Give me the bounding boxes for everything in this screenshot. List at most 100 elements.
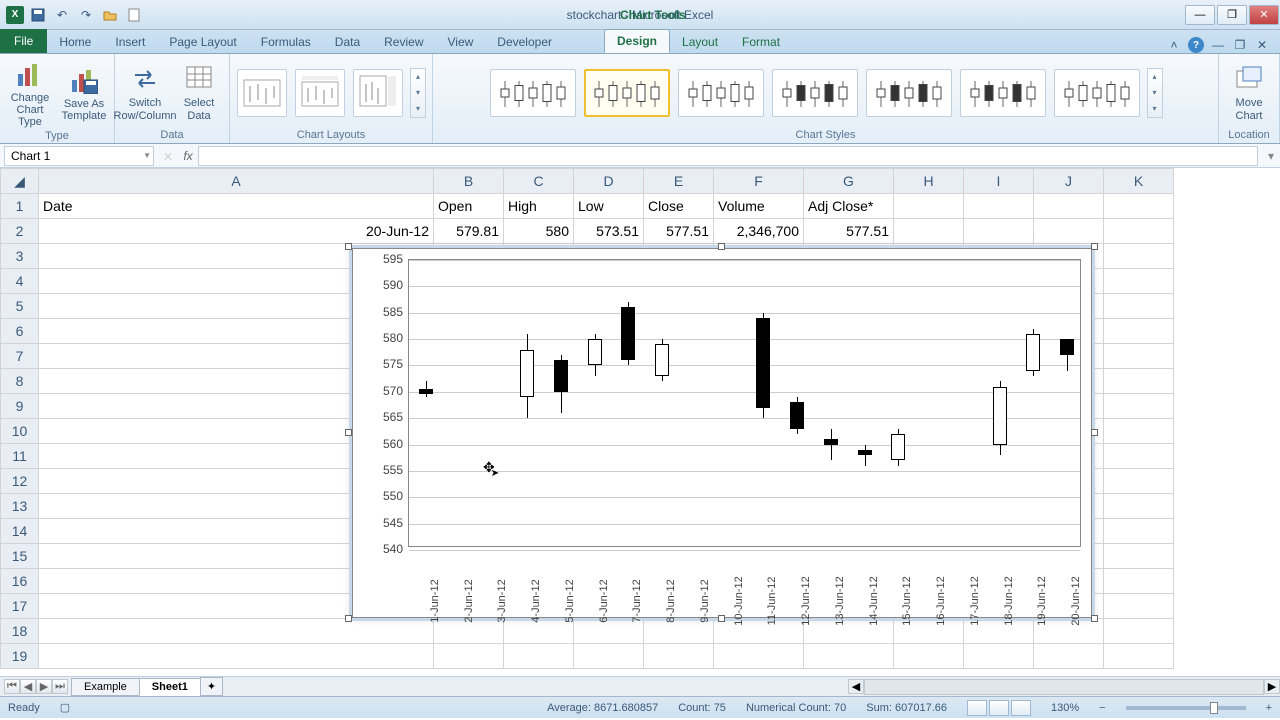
- selection-handle[interactable]: [718, 615, 725, 622]
- row-header[interactable]: 17: [1, 594, 39, 619]
- row-header[interactable]: 2: [1, 219, 39, 244]
- candlestick[interactable]: [824, 439, 838, 444]
- redo-icon[interactable]: ↷: [76, 5, 96, 25]
- row-header[interactable]: 5: [1, 294, 39, 319]
- cell[interactable]: High: [504, 194, 574, 219]
- cell[interactable]: [964, 219, 1034, 244]
- col-header[interactable]: D: [574, 169, 644, 194]
- candlestick[interactable]: [588, 339, 602, 365]
- col-header[interactable]: J: [1034, 169, 1104, 194]
- layout-thumb[interactable]: [295, 69, 345, 117]
- move-chart-button[interactable]: Move Chart: [1225, 63, 1273, 121]
- tab-home[interactable]: Home: [47, 31, 103, 53]
- cell[interactable]: [1104, 444, 1174, 469]
- undo-icon[interactable]: ↶: [52, 5, 72, 25]
- tab-layout[interactable]: Layout: [670, 31, 730, 53]
- sheet-nav-last[interactable]: ⏭: [52, 679, 68, 694]
- cell[interactable]: [714, 644, 804, 669]
- cell[interactable]: 579.81: [434, 219, 504, 244]
- minimize-ribbon-icon[interactable]: ˄: [1166, 37, 1182, 53]
- candlestick[interactable]: [1060, 339, 1074, 355]
- row-header[interactable]: 6: [1, 319, 39, 344]
- sheet-tab[interactable]: Sheet1: [139, 678, 201, 696]
- formula-input[interactable]: [198, 146, 1258, 166]
- selection-handle[interactable]: [345, 243, 352, 250]
- hscroll-right[interactable]: ▶: [1264, 679, 1280, 694]
- help-icon[interactable]: ?: [1188, 37, 1204, 53]
- new-sheet-button[interactable]: ✦: [200, 677, 223, 696]
- cell[interactable]: [1104, 219, 1174, 244]
- new-icon[interactable]: [124, 5, 144, 25]
- workbook-minimize-icon[interactable]: —: [1210, 37, 1226, 53]
- cell[interactable]: [1104, 594, 1174, 619]
- row-header[interactable]: 12: [1, 469, 39, 494]
- tab-format[interactable]: Format: [730, 31, 792, 53]
- row-header[interactable]: 19: [1, 644, 39, 669]
- cell[interactable]: [574, 644, 644, 669]
- candlestick[interactable]: [655, 344, 669, 376]
- save-icon[interactable]: [28, 5, 48, 25]
- cell[interactable]: [434, 644, 504, 669]
- layout-thumb[interactable]: [353, 69, 403, 117]
- file-tab[interactable]: File: [0, 29, 47, 53]
- selection-handle[interactable]: [345, 429, 352, 436]
- col-header[interactable]: F: [714, 169, 804, 194]
- sheet-nav-prev[interactable]: ◀: [20, 679, 36, 694]
- selection-handle[interactable]: [1091, 429, 1098, 436]
- selection-handle[interactable]: [718, 243, 725, 250]
- cell[interactable]: [894, 644, 964, 669]
- cell[interactable]: Low: [574, 194, 644, 219]
- cell[interactable]: [1104, 244, 1174, 269]
- hscroll-track[interactable]: [864, 679, 1264, 695]
- formula-expand-icon[interactable]: ▾: [1262, 149, 1280, 163]
- cell[interactable]: [1104, 419, 1174, 444]
- cell[interactable]: [1034, 644, 1104, 669]
- cell[interactable]: [804, 619, 894, 644]
- cell[interactable]: [804, 644, 894, 669]
- fx-icon[interactable]: fx: [178, 149, 198, 163]
- candlestick[interactable]: [554, 360, 568, 392]
- col-header[interactable]: B: [434, 169, 504, 194]
- tab-formulas[interactable]: Formulas: [249, 31, 323, 53]
- cell[interactable]: Date: [39, 194, 434, 219]
- candlestick[interactable]: [993, 387, 1007, 445]
- selection-handle[interactable]: [345, 615, 352, 622]
- style-thumb[interactable]: [960, 69, 1046, 117]
- switch-row-column-button[interactable]: Switch Row/Column: [121, 63, 169, 121]
- cell[interactable]: [1034, 219, 1104, 244]
- cell[interactable]: 577.51: [804, 219, 894, 244]
- col-header[interactable]: H: [894, 169, 964, 194]
- candlestick[interactable]: [621, 307, 635, 360]
- cell[interactable]: [1104, 644, 1174, 669]
- candlestick[interactable]: [756, 318, 770, 408]
- cell[interactable]: [1104, 469, 1174, 494]
- style-thumb[interactable]: [1054, 69, 1140, 117]
- row-header[interactable]: 18: [1, 619, 39, 644]
- cell[interactable]: [964, 644, 1034, 669]
- cell[interactable]: Adj Close*: [804, 194, 894, 219]
- cell[interactable]: [39, 619, 434, 644]
- maximize-button[interactable]: ❐: [1217, 5, 1247, 25]
- col-header[interactable]: E: [644, 169, 714, 194]
- style-thumb[interactable]: [584, 69, 670, 117]
- layout-thumb[interactable]: [237, 69, 287, 117]
- candlestick[interactable]: [790, 402, 804, 428]
- layout-gallery-more[interactable]: ▴▾▾: [410, 68, 426, 118]
- col-header[interactable]: I: [964, 169, 1034, 194]
- minimize-button[interactable]: —: [1185, 5, 1215, 25]
- cell[interactable]: [1104, 544, 1174, 569]
- cell[interactable]: [1104, 194, 1174, 219]
- cell[interactable]: 580: [504, 219, 574, 244]
- chart-plot-area[interactable]: [408, 259, 1081, 547]
- row-header[interactable]: 7: [1, 344, 39, 369]
- workbook-close-icon[interactable]: ✕: [1254, 37, 1270, 53]
- change-chart-type-button[interactable]: Change Chart Type: [6, 58, 54, 128]
- cell[interactable]: [1104, 494, 1174, 519]
- cell[interactable]: [714, 619, 804, 644]
- cell[interactable]: Open: [434, 194, 504, 219]
- style-gallery-more[interactable]: ▴▾▾: [1147, 68, 1163, 118]
- zoom-in-button[interactable]: +: [1266, 702, 1272, 714]
- macro-record-icon[interactable]: ▢: [60, 701, 70, 714]
- row-header[interactable]: 9: [1, 394, 39, 419]
- view-page-break-button[interactable]: [1011, 700, 1031, 716]
